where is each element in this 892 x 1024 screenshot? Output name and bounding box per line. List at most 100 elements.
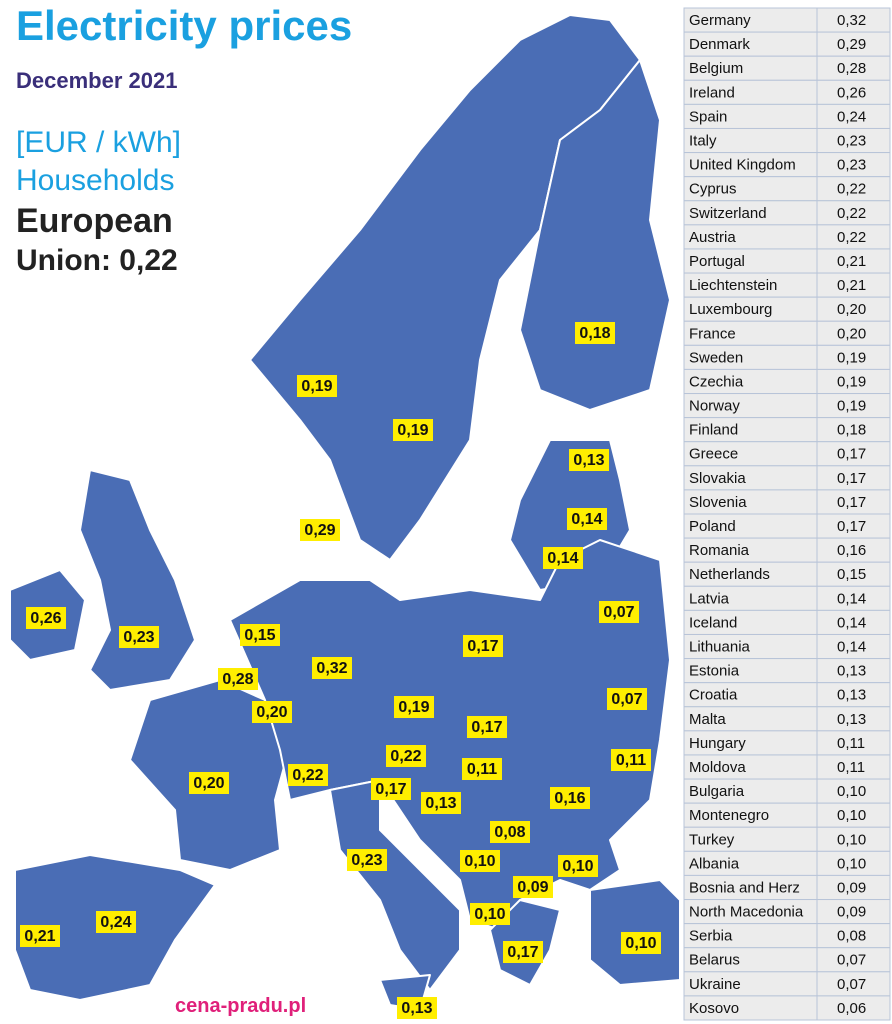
map-label: 0,13 (425, 795, 456, 812)
map-label: 0,19 (301, 378, 332, 395)
label-box (394, 696, 434, 718)
row-bg (683, 7, 891, 33)
country: Bosnia and Herz (689, 879, 800, 896)
map-label: 0,13 (401, 1000, 432, 1017)
row-bg (683, 923, 891, 949)
label-box (558, 855, 598, 877)
map-label: 0,22 (390, 748, 421, 765)
row-bg (683, 127, 891, 154)
map-label: 0,32 (316, 660, 347, 677)
map-label: 0,19 (398, 699, 429, 716)
map-label: 0,09 (517, 879, 548, 896)
label-box (543, 547, 583, 569)
country: Czechia (689, 373, 744, 390)
price: 0,19 (837, 373, 866, 390)
label-box (462, 758, 502, 780)
country: Slovenia (689, 494, 747, 511)
price: 0,22 (837, 205, 866, 222)
country: Belgium (689, 60, 743, 77)
label-box (312, 657, 352, 679)
price: 0,07 (837, 976, 866, 993)
label-box (460, 850, 500, 872)
price: 0,29 (837, 36, 866, 53)
country: Estonia (689, 663, 740, 680)
label-box (119, 626, 159, 648)
price: 0,28 (837, 60, 866, 77)
label-box (575, 322, 615, 344)
map-label: 0,10 (562, 858, 593, 875)
price: 0,14 (837, 614, 866, 631)
price: 0,11 (837, 759, 865, 776)
country: Albania (689, 855, 740, 872)
row-bg (683, 995, 891, 1021)
price: 0,10 (837, 783, 866, 800)
label-box (503, 941, 543, 963)
row-bg (683, 200, 891, 226)
label-box (300, 519, 340, 541)
label-box (569, 449, 609, 471)
label-box (611, 749, 651, 771)
country: Lithuania (689, 638, 751, 655)
country: Poland (689, 518, 736, 535)
label-box (347, 849, 387, 871)
country: Slovakia (689, 470, 746, 487)
price: 0,11 (837, 735, 865, 752)
map-label: 0,14 (547, 550, 578, 567)
row-bg (683, 874, 891, 901)
price: 0,22 (837, 229, 866, 246)
label-box (397, 997, 437, 1019)
row-bg (683, 441, 891, 467)
row-bg (683, 706, 891, 732)
row-bg (683, 609, 891, 635)
map-label: 0,22 (292, 767, 323, 784)
price: 0,06 (837, 1000, 866, 1017)
country: Serbia (689, 928, 733, 945)
label-box (621, 932, 661, 954)
row-bg (683, 513, 891, 539)
row-bg (683, 55, 891, 81)
central-europe (229, 539, 671, 931)
finland (519, 59, 671, 411)
map-label: 0,08 (494, 824, 525, 841)
map-label: 0,13 (573, 452, 604, 469)
label-box (371, 778, 411, 800)
label-box (470, 903, 510, 925)
map-label: 0,20 (193, 775, 224, 792)
country: Ukraine (689, 976, 741, 993)
row-bg (683, 465, 891, 491)
country: Germany (689, 12, 751, 29)
label-box (490, 821, 530, 843)
country: Sweden (689, 349, 743, 366)
country: United Kingdom (689, 157, 796, 174)
map-label: 0,15 (244, 627, 275, 644)
map-label: 0,11 (616, 752, 646, 769)
country: Cyprus (689, 181, 737, 198)
country: France (689, 325, 736, 342)
label-box (467, 716, 507, 738)
row-bg (683, 176, 891, 202)
price: 0,13 (837, 687, 866, 704)
label-box (189, 772, 229, 794)
map-label: 0,21 (24, 928, 55, 945)
price: 0,17 (837, 518, 866, 535)
map-label: 0,07 (603, 604, 634, 621)
label-box (218, 668, 258, 690)
map-label: 0,11 (467, 761, 497, 778)
country: Hungary (689, 735, 746, 752)
label-box (550, 787, 590, 809)
country: Latvia (689, 590, 730, 607)
map-label: 0,07 (611, 691, 642, 708)
italy (329, 779, 461, 991)
label-box (26, 607, 66, 629)
price: 0,20 (837, 301, 866, 318)
row-bg (683, 79, 891, 105)
map-label: 0,17 (375, 781, 406, 798)
row-bg (683, 489, 891, 515)
price: 0,23 (837, 157, 866, 174)
country: Kosovo (689, 1000, 739, 1017)
map-label: 0,23 (123, 629, 154, 646)
price: 0,23 (837, 132, 866, 149)
price: 0,17 (837, 494, 866, 511)
country: Greece (689, 446, 738, 463)
price: 0,21 (837, 277, 866, 294)
